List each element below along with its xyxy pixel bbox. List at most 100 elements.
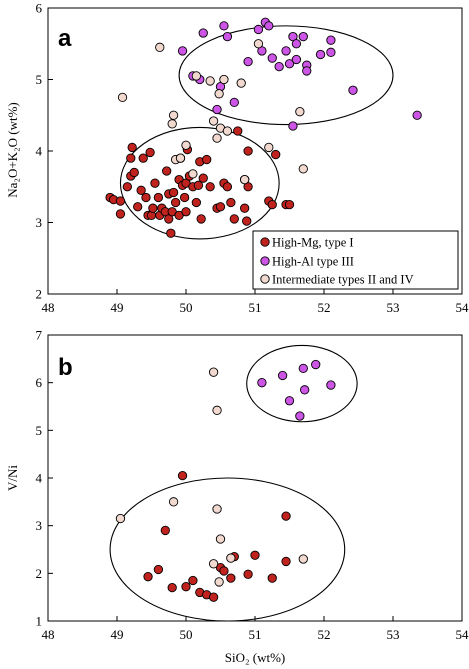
x-axis-label-b: SiO₂ (wt%)	[225, 650, 286, 665]
data-point-high-mg	[188, 575, 198, 586]
y-axis-label-b: V/Ni	[5, 465, 20, 491]
data-point-high-al	[288, 121, 298, 131]
data-point-intermediate	[253, 39, 264, 49]
data-point-high-mg	[242, 216, 252, 226]
x-tick-label: 54	[456, 300, 469, 315]
data-point-high-al	[315, 49, 326, 60]
data-point-high-al	[295, 411, 305, 421]
legend: High-Mg, type I High-Al type III Interme…	[252, 230, 459, 290]
data-point-high-mg	[267, 199, 277, 210]
data-point-high-mg	[208, 592, 219, 602]
data-point-high-mg	[191, 197, 202, 208]
data-point-intermediate	[181, 140, 191, 150]
data-point-high-mg	[281, 556, 291, 567]
field-ellipse	[246, 344, 358, 423]
x-tick-label: 53	[387, 627, 400, 642]
data-point-high-mg	[226, 197, 236, 208]
data-point-high-al	[291, 39, 302, 49]
data-point-high-al	[229, 97, 239, 108]
data-point-intermediate	[167, 119, 177, 129]
ticks-a: 48 49 50 51 52 53 54 2 3 4 5 6	[36, 1, 469, 316]
data-point-high-mg	[122, 182, 133, 192]
data-point-high-mg	[160, 525, 170, 536]
data-point-high-mg	[233, 126, 243, 136]
y-tick-label: 5	[36, 72, 43, 87]
data-point-high-mg	[133, 202, 143, 212]
data-point-intermediate	[298, 164, 308, 174]
data-point-intermediate	[208, 116, 219, 126]
data-point-high-mg	[271, 149, 281, 160]
data-point-high-al	[326, 35, 336, 45]
data-point-intermediate	[295, 107, 305, 117]
data-point-high-al	[198, 28, 208, 38]
data-point-high-al	[222, 31, 233, 42]
data-point-high-al	[243, 56, 253, 67]
x-tick-label: 51	[249, 300, 262, 315]
y-tick-label: 2	[36, 566, 43, 581]
data-point-high-mg	[170, 197, 181, 208]
data-point-high-al	[177, 46, 188, 56]
data-point-high-mg	[115, 209, 126, 219]
data-point-intermediate	[168, 497, 179, 507]
data-point-high-mg	[166, 228, 176, 238]
data-point-high-mg	[243, 146, 253, 156]
data-point-high-al	[298, 31, 308, 42]
data-point-high-mg	[126, 153, 136, 163]
data-point-high-mg	[179, 192, 190, 203]
field-ellipse	[119, 126, 280, 240]
data-point-high-mg	[205, 182, 215, 192]
data-point-high-al	[267, 53, 277, 63]
data-point-intermediate	[115, 513, 126, 524]
data-point-high-mg	[215, 202, 226, 212]
x-tick-label: 49	[111, 627, 124, 642]
data-point-high-al	[212, 104, 222, 115]
data-point-high-al	[298, 363, 308, 374]
data-point-high-al	[302, 66, 312, 76]
y-tick-label: 1	[36, 614, 43, 629]
data-point-intermediate	[168, 110, 179, 120]
data-point-high-mg	[145, 147, 155, 158]
data-point-intermediate	[226, 553, 236, 563]
data-point-high-mg	[181, 207, 191, 217]
data-point-high-al	[326, 380, 336, 390]
y-tick-label: 7	[36, 328, 43, 343]
plot-frame-b	[47, 334, 463, 622]
ticks-b: 48 49 50 51 52 53 54 1 2 3 4 5 6 7	[36, 328, 469, 643]
data-point-high-mg	[198, 173, 208, 183]
panel-b: 48 49 50 51 52 53 54 1 2 3 4 5 6 7 b V/Ni SiO₂ (wt%)	[5, 328, 469, 666]
x-tick-label: 53	[387, 300, 400, 315]
data-point-high-al	[264, 21, 274, 31]
x-tick-label: 48	[42, 300, 55, 315]
ellipses-a	[119, 25, 394, 240]
legend-label-high-mg: High-Mg, type I	[272, 236, 354, 250]
y-tick-label: 3	[36, 518, 43, 533]
x-tick-label: 50	[180, 627, 193, 642]
data-point-intermediate	[214, 89, 224, 99]
data-point-high-mg	[153, 564, 164, 575]
data-point-high-mg	[226, 573, 236, 583]
legend-marker-high-al	[260, 256, 270, 266]
data-point-intermediate	[215, 534, 226, 544]
data-point-intermediate	[175, 153, 186, 163]
ellipses-b	[109, 344, 358, 622]
y-axis-label-a: Na₂O+K₂O (wt%)	[5, 102, 20, 197]
data-point-intermediate	[188, 169, 198, 179]
field-ellipse	[109, 477, 346, 622]
data-point-high-al	[253, 24, 264, 35]
data-point-high-mg	[177, 470, 188, 481]
y-tick-label: 6	[36, 375, 43, 390]
data-point-high-mg	[229, 214, 239, 224]
data-point-high-mg	[219, 566, 229, 576]
data-point-intermediate	[205, 76, 215, 86]
data-point-intermediate	[191, 71, 202, 81]
data-point-intermediate	[298, 554, 308, 564]
data-point-high-al	[277, 370, 288, 381]
data-point-high-mg	[222, 182, 233, 192]
data-point-high-mg	[250, 550, 260, 560]
data-point-high-al	[281, 46, 291, 56]
data-point-high-al	[274, 61, 284, 72]
data-point-intermediate	[155, 42, 165, 52]
data-point-high-mg	[168, 187, 179, 198]
data-point-intermediate	[212, 405, 222, 415]
y-tick-label: 2	[36, 287, 43, 302]
